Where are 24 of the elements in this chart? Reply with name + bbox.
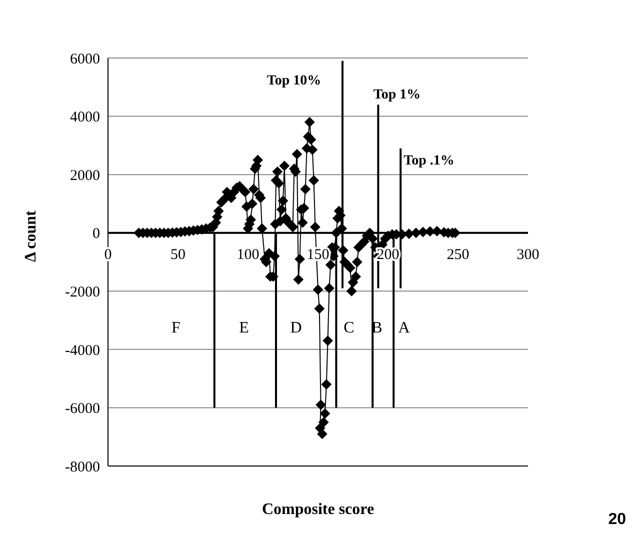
annotation: B	[372, 320, 382, 336]
y-tick-label: -8000	[65, 459, 100, 476]
x-tick-label: 50	[170, 246, 186, 263]
y-tick-label: 2000	[70, 168, 100, 184]
annotation: D	[290, 320, 302, 336]
annotation: C	[344, 320, 354, 336]
annotation: Top 10%	[266, 74, 322, 88]
annotation: A	[398, 320, 410, 336]
x-tick-label: 250	[446, 246, 470, 263]
y-tick-label: -2000	[65, 284, 100, 300]
y-tick-label: -4000	[65, 342, 100, 359]
x-tick-label: 300	[516, 246, 540, 263]
annotation: Top .1%	[404, 154, 454, 168]
annotation: Top 1%	[373, 88, 421, 102]
text: 20	[608, 511, 626, 529]
y-tick-label: -6000	[65, 401, 100, 418]
x-tick-label: 100	[236, 246, 260, 263]
y-tick-label: 6000	[70, 51, 100, 68]
y-tick-label: 0	[92, 226, 100, 242]
x-axis-title: Composite score	[262, 501, 374, 518]
annotation: F	[172, 320, 181, 336]
y-tick-label: 4000	[70, 110, 100, 126]
annotation: E	[239, 320, 249, 336]
y-axis-title: Δ count	[22, 210, 40, 262]
